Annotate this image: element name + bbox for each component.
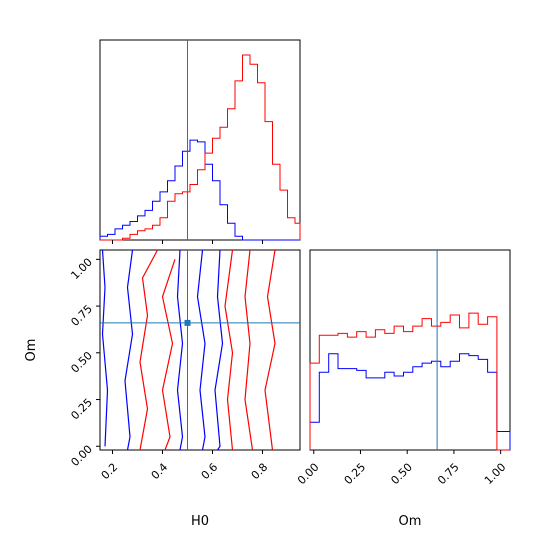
om-hist-xtick-label-2: 0.50	[388, 461, 415, 488]
contour-ytick-label-2: 0.50	[68, 349, 95, 376]
om-hist-series-1	[309, 312, 510, 451]
contour-ytick-label-4: 1.00	[68, 256, 95, 283]
truth-marker	[184, 319, 191, 326]
h0-hist-series-1	[100, 54, 301, 241]
contour-line-0-0	[101, 249, 109, 447]
contour-ytick-label-3: 0.75	[68, 302, 95, 329]
contour-ytick-label-0: 0.00	[68, 443, 95, 470]
h0-histogram-frame	[99, 39, 301, 241]
contour-xtick-label-0: 0.2	[99, 461, 121, 483]
om-hist-xtick-label-1: 0.25	[342, 461, 369, 488]
om-hist-xtick-label-4: 1.00	[482, 461, 509, 488]
contour-xtick-label-1: 0.4	[149, 461, 171, 483]
contour-line-1-3	[244, 249, 254, 451]
om-hist-xtick-label-0: 0.00	[295, 461, 322, 488]
x-axis-label-h0: H0	[191, 514, 209, 529]
contour-line-1-1	[161, 259, 176, 451]
contour-layer	[100, 249, 300, 451]
om-hist-xtick-label-3: 0.75	[435, 461, 462, 488]
contour-xtick-label-3: 0.8	[249, 461, 271, 483]
y-axis-label-om: Om	[24, 339, 39, 362]
om-histogram-layer	[309, 250, 511, 451]
contour-line-0-1	[124, 249, 134, 451]
h0-histogram-layer	[99, 40, 301, 241]
contour-line-1-4	[264, 249, 276, 451]
contour-line-1-2	[224, 249, 234, 451]
contour-line-0-3	[196, 249, 206, 451]
contour-ytick-label-1: 0.25	[68, 396, 95, 423]
x-axis-label-om: Om	[399, 514, 422, 529]
contour-line-0-2	[176, 249, 184, 451]
h0-hist-series-0	[99, 139, 300, 241]
contour-panel-frame	[99, 249, 301, 451]
contour-xtick-label-2: 0.6	[199, 461, 221, 483]
om-histogram-frame	[309, 249, 511, 451]
om-hist-series-0	[309, 353, 511, 450]
contour-line-0-4	[214, 249, 224, 451]
contour-line-1-0	[139, 249, 159, 451]
